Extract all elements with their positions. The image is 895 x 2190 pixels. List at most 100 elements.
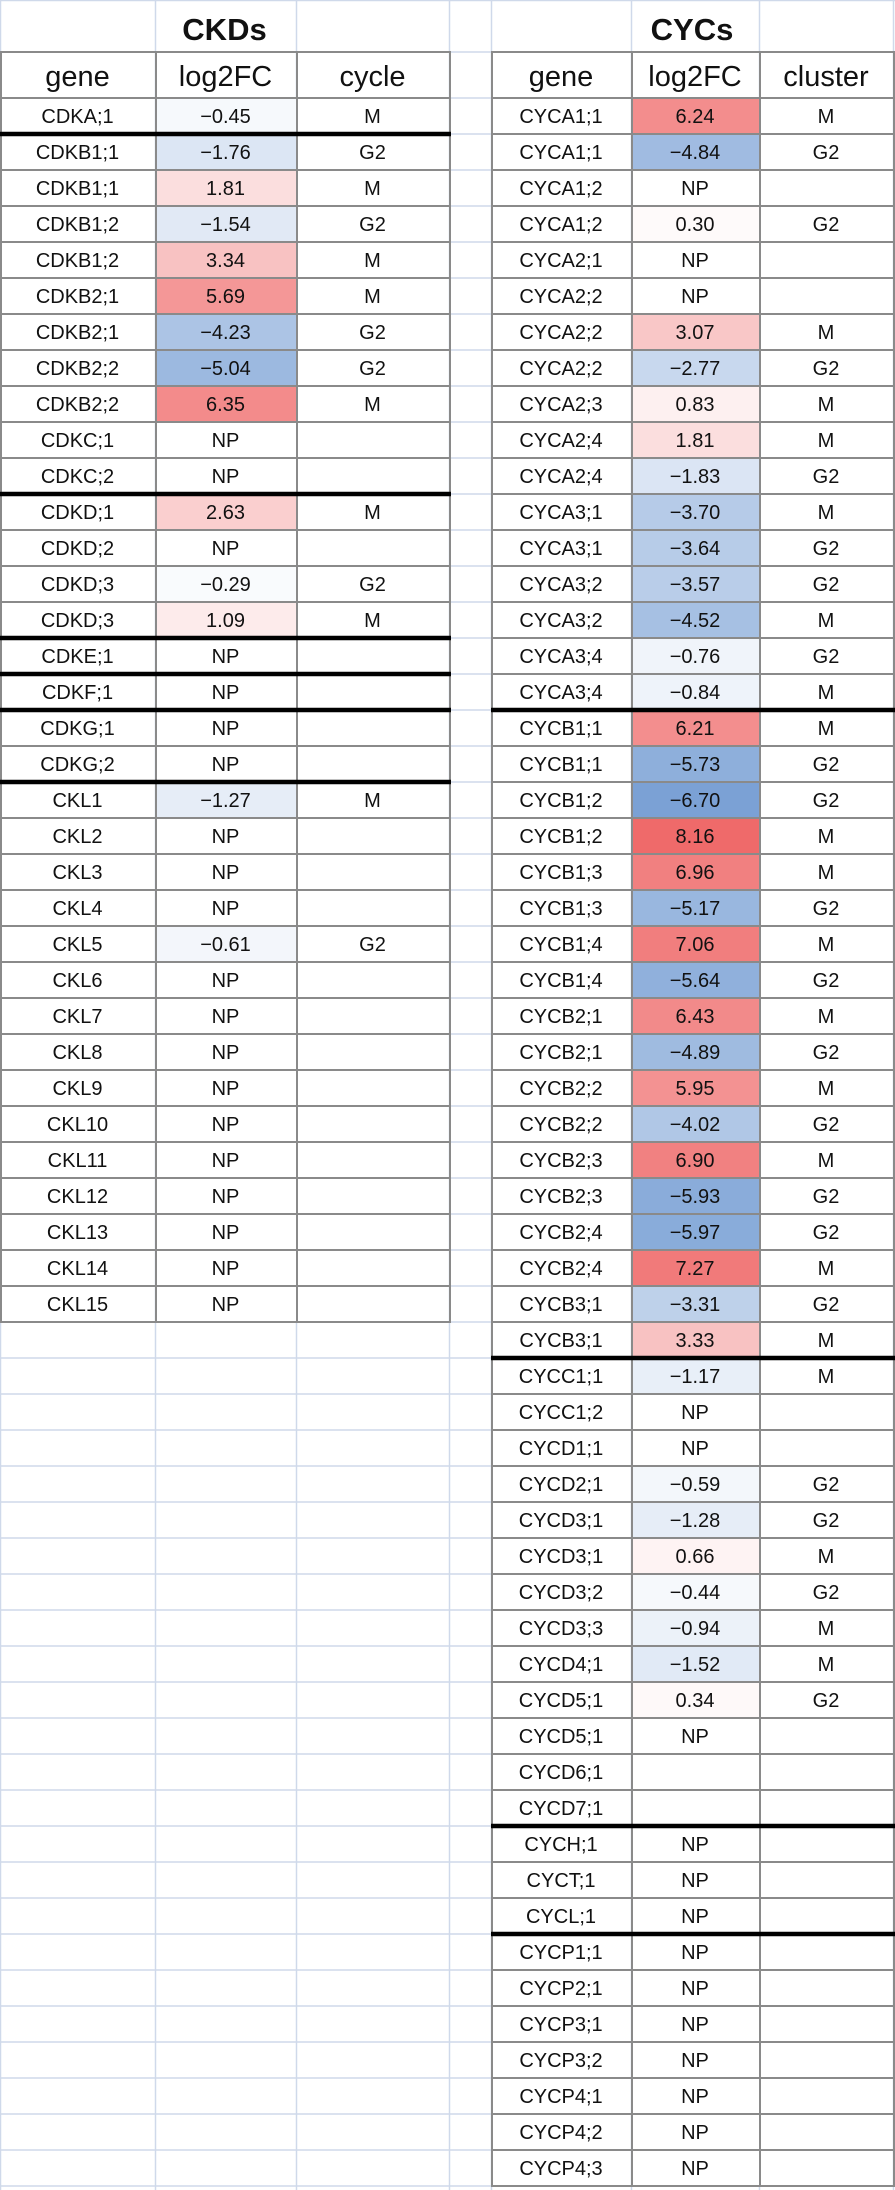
log2fc-cell: 1.09: [206, 610, 245, 632]
log2fc-cell-fill: [155, 1034, 296, 1070]
cluster-cell: G2: [813, 1114, 840, 1136]
log2fc-cell: −0.61: [200, 934, 251, 956]
cluster-cell: G2: [813, 214, 840, 236]
log2fc-cell: 6.96: [676, 862, 715, 884]
gene-cell: CYCA2;4: [519, 430, 602, 452]
cluster-cell: M: [818, 862, 835, 884]
gene-cell: CYCA1;1: [519, 106, 602, 128]
log2fc-cell-fill: [631, 458, 759, 494]
log2fc-cell-fill: [631, 170, 759, 206]
column-header-cycle: cycle: [339, 61, 405, 93]
cycle-cell: M: [364, 178, 381, 200]
log2fc-cell: NP: [212, 754, 240, 776]
cycle-cell: G2: [359, 142, 386, 164]
log2fc-cell: −4.02: [670, 1114, 721, 1136]
log2fc-cell-fill: [631, 782, 759, 818]
log2fc-cell-fill: [631, 1250, 759, 1286]
gene-cell: CDKB1;1: [36, 178, 119, 200]
gene-cell: CDKC;2: [41, 466, 114, 488]
log2fc-cell-fill: [631, 854, 759, 890]
cycle-cell: G2: [359, 322, 386, 344]
gene-cell: CYCB1;3: [519, 862, 602, 884]
gene-cell: CYCA3;1: [519, 538, 602, 560]
log2fc-cell: NP: [681, 2086, 709, 2108]
cycle-cell: M: [364, 610, 381, 632]
log2fc-cell-fill: [631, 1934, 759, 1970]
log2fc-cell-fill: [631, 2006, 759, 2042]
log2fc-cell: NP: [212, 826, 240, 848]
cluster-cell: G2: [813, 898, 840, 920]
log2fc-cell-fill: [631, 1574, 759, 1610]
log2fc-cell: NP: [681, 1402, 709, 1424]
log2fc-cell: −0.29: [200, 574, 251, 596]
gene-cell: CYCA3;4: [519, 646, 602, 668]
log2fc-cell: −0.94: [670, 1618, 721, 1640]
log2fc-cell: NP: [212, 1258, 240, 1280]
log2fc-cell: −1.54: [200, 214, 251, 236]
cluster-cell: G2: [813, 466, 840, 488]
gene-cell: CYCA2;4: [519, 466, 602, 488]
table-grid: [491, 51, 895, 2187]
log2fc-cell: NP: [212, 682, 240, 704]
gene-cell: CDKA;1: [41, 106, 113, 128]
log2fc-cell-fill: [631, 422, 759, 458]
log2fc-cell-fill: [155, 134, 296, 170]
gene-cell: CYCL;1: [526, 1906, 596, 1928]
log2fc-cell-fill: [155, 242, 296, 278]
log2fc-cell-fill: [155, 710, 296, 746]
log2fc-cell-fill: [631, 1214, 759, 1250]
log2fc-cell: −3.57: [670, 574, 721, 596]
log2fc-cell-fill: [631, 242, 759, 278]
cycle-cell: M: [364, 502, 381, 524]
column-header-gene: gene: [45, 61, 110, 93]
gene-cell: CYCA2;2: [519, 286, 602, 308]
gene-cell: CDKB2;2: [36, 394, 119, 416]
log2fc-cell-fill: [631, 890, 759, 926]
log2fc-cell-fill: [155, 170, 296, 206]
cycle-cell: G2: [359, 214, 386, 236]
log2fc-cell: NP: [212, 1078, 240, 1100]
cycle-cell: G2: [359, 358, 386, 380]
log2fc-cell: −6.70: [670, 790, 721, 812]
cluster-cell: M: [818, 1618, 835, 1640]
log2fc-cell-fill: [631, 962, 759, 998]
log2fc-cell: 5.69: [206, 286, 245, 308]
cluster-cell: M: [818, 1150, 835, 1172]
gene-cell: CKL13: [47, 1222, 108, 1244]
log2fc-cell-fill: [631, 1466, 759, 1502]
log2fc-cell: NP: [212, 1006, 240, 1028]
log2fc-cell: 3.07: [676, 322, 715, 344]
gene-cell: CKL14: [47, 1258, 108, 1280]
table-title: CYCs: [651, 12, 734, 47]
log2fc-cell: 6.43: [676, 1006, 715, 1028]
log2fc-cell: NP: [212, 718, 240, 740]
gene-cell: CKL4: [52, 898, 102, 920]
gene-cell: CYCB2;1: [519, 1042, 602, 1064]
log2fc-cell-fill: [631, 386, 759, 422]
log2fc-cell: 1.81: [206, 178, 245, 200]
log2fc-cell-fill: [631, 926, 759, 962]
gene-cell: CYCD5;1: [519, 1726, 603, 1748]
log2fc-cell: −0.59: [670, 1474, 721, 1496]
log2fc-cell-fill: [631, 1718, 759, 1754]
log2fc-cell: NP: [681, 1726, 709, 1748]
log2fc-cell-fill: [155, 962, 296, 998]
log2fc-cell: NP: [681, 250, 709, 272]
log2fc-cell-fill: [631, 278, 759, 314]
log2fc-cell-fill: [155, 278, 296, 314]
log2fc-cell: NP: [681, 2158, 709, 2180]
log2fc-cell-fill: [155, 782, 296, 818]
log2fc-cell: −1.27: [200, 790, 251, 812]
gene-cell: CYCP3;1: [519, 2014, 602, 2036]
log2fc-cell: NP: [681, 1834, 709, 1856]
log2fc-cell: −3.31: [670, 1294, 721, 1316]
log2fc-cell: NP: [212, 1186, 240, 1208]
log2fc-cell: NP: [681, 1942, 709, 1964]
log2fc-cell: 6.35: [206, 394, 245, 416]
gene-cell: CYCD3;2: [519, 1582, 603, 1604]
log2fc-cell-fill: [155, 566, 296, 602]
log2fc-cell: −1.83: [670, 466, 721, 488]
cluster-cell: G2: [813, 574, 840, 596]
